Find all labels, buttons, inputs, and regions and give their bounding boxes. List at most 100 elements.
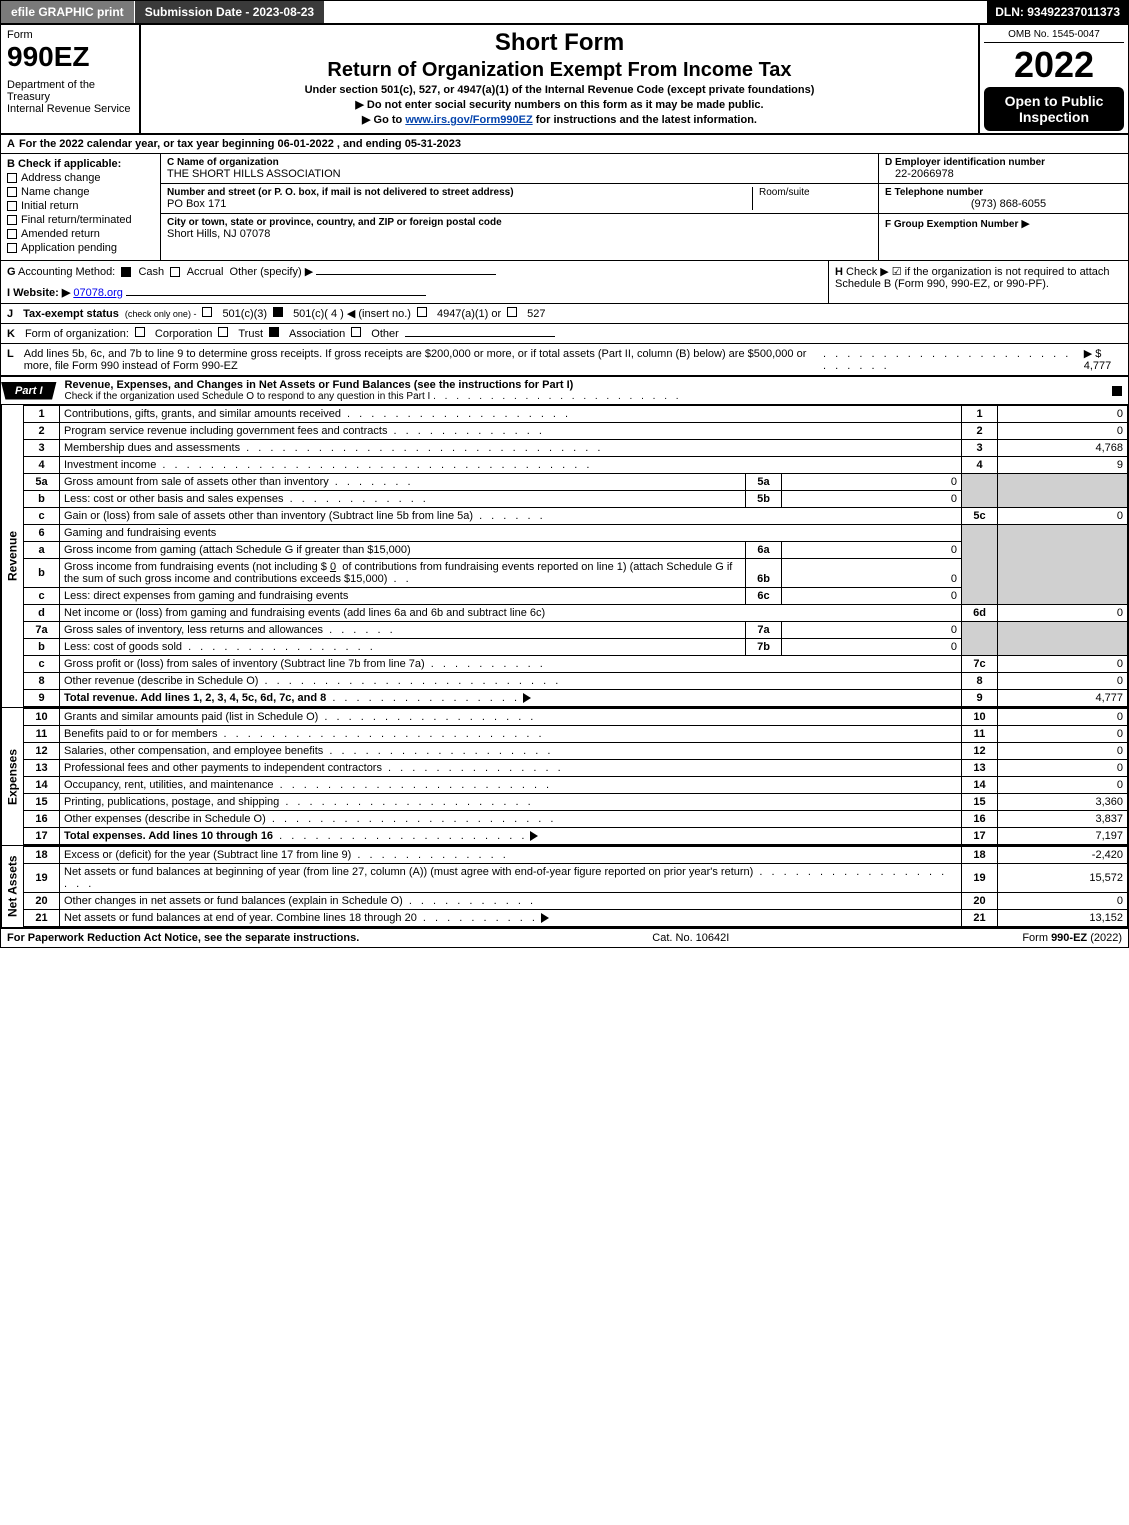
chk-501c3[interactable] [202,307,212,317]
subtitle-ssn: ▶ Do not enter social security numbers o… [149,98,970,111]
line-16: 16Other expenses (describe in Schedule O… [24,811,1128,828]
net-assets-side-label: Net Assets [1,846,23,927]
line-6: 6Gaming and fundraising events [24,525,1128,542]
net-assets-section: Net Assets 18Excess or (deficit) for the… [1,846,1128,929]
chk-amended-return[interactable]: Amended return [7,228,154,240]
form-990ez-page: efile GRAPHIC print Submission Date - 20… [0,0,1129,948]
group-exemption-arrow: ▶ [1021,218,1029,230]
line-20: 20Other changes in net assets or fund ba… [24,893,1128,910]
accrual-label: Accrual [187,266,224,278]
schedule-o-checkbox[interactable] [1112,386,1122,396]
chk-corporation[interactable] [135,327,145,337]
gross-receipts-text: Add lines 5b, 6c, and 7b to line 9 to de… [24,348,817,372]
tax-year: 2022 [984,47,1124,83]
chk-initial-return[interactable]: Initial return [7,200,154,212]
line-3: 3Membership dues and assessments . . . .… [24,440,1128,457]
other-form-underline [405,336,555,337]
ein-row: D Employer identification number 22-2066… [879,154,1128,184]
arrow-icon [541,913,549,923]
org-name-row: C Name of organization THE SHORT HILLS A… [161,154,878,184]
other-specify-input[interactable] [316,274,496,275]
phone-row: E Telephone number (973) 868-6055 [879,184,1128,214]
line-10: 10Grants and similar amounts paid (list … [24,709,1128,726]
chk-final-return[interactable]: Final return/terminated [7,214,154,226]
ein-label: D Employer identification number [885,157,1122,168]
phone-label: E Telephone number [885,187,1122,198]
line-13: 13Professional fees and other payments t… [24,760,1128,777]
chk-4947[interactable] [417,307,427,317]
chk-application-pending[interactable]: Application pending [7,242,154,254]
cat-no: Cat. No. 10642I [652,932,729,944]
net-assets-table: 18Excess or (deficit) for the year (Subt… [23,846,1128,927]
addr-value: PO Box 171 [167,198,752,210]
tax-exempt-status-label: Tax-exempt status [23,308,119,320]
cash-checkbox[interactable] [121,267,131,277]
subtitle-section: Under section 501(c), 527, or 4947(a)(1)… [149,84,970,96]
form-code: 990EZ [7,41,133,73]
revenue-side-label: Revenue [1,405,23,707]
chk-527[interactable] [507,307,517,317]
line-6d: dNet income or (loss) from gaming and fu… [24,605,1128,622]
header-right: OMB No. 1545-0047 2022 Open to Public In… [978,25,1128,133]
submission-date-button[interactable]: Submission Date - 2023-08-23 [135,1,325,23]
accounting-method-label: Accounting Method: [18,266,115,278]
check-if-applicable: Check if applicable: [18,158,121,170]
opt-501c3: 501(c)(3) [222,308,267,320]
opt-4947: 4947(a)(1) or [437,308,501,320]
letter-i: I [7,287,10,299]
subtitle-link: ▶ Go to www.irs.gov/Form990EZ for instru… [149,113,970,126]
dots: . . . . . . . . . . . . . . . . . . . . … [823,348,1078,372]
accrual-checkbox[interactable] [170,267,180,277]
efile-graphic-print-button[interactable]: efile GRAPHIC print [1,1,135,23]
arrow-icon [523,693,531,703]
goto-suffix: for instructions and the latest informat… [536,114,757,126]
opt-trust: Trust [238,328,263,340]
header-center: Short Form Return of Organization Exempt… [141,25,978,133]
irs-link[interactable]: www.irs.gov/Form990EZ [405,114,532,126]
department-label: Department of the Treasury Internal Reve… [7,79,133,115]
cash-label: Cash [138,266,164,278]
chk-association[interactable] [269,327,279,337]
letter-b: B [7,158,15,170]
form-label: Form [7,29,133,41]
addr-label: Number and street (or P. O. box, if mail… [167,187,752,198]
website-link[interactable]: 07078.org [73,287,123,299]
chk-name-change[interactable]: Name change [7,186,154,198]
open-to-public-badge: Open to Public Inspection [984,87,1124,131]
dln-label: DLN: 93492237011373 [987,1,1128,23]
group-exemption-row: F Group Exemption Number ▶ [879,214,1128,233]
org-name-label: C Name of organization [167,157,872,168]
line-1: 1Contributions, gifts, grants, and simil… [24,406,1128,423]
top-bar: efile GRAPHIC print Submission Date - 20… [1,1,1128,25]
city-label: City or town, state or province, country… [167,217,872,228]
letter-k: K [7,328,15,340]
chk-trust[interactable] [218,327,228,337]
line-21: 21Net assets or fund balances at end of … [24,910,1128,927]
paperwork-notice: For Paperwork Reduction Act Notice, see … [7,932,359,944]
part-i-title: Revenue, Expenses, and Changes in Net As… [65,379,1106,391]
accounting-method: G Accounting Method: Cash Accrual Other … [1,261,828,303]
letter-j: J [7,308,13,320]
line-5c: cGain or (loss) from sale of assets othe… [24,508,1128,525]
org-name-value: THE SHORT HILLS ASSOCIATION [167,168,872,180]
check-only-one: (check only one) - [125,309,197,319]
expenses-side-label: Expenses [1,708,23,845]
box-b: B Check if applicable: Address change Na… [1,154,161,260]
part-i-bar: Part I Revenue, Expenses, and Changes in… [1,377,1128,405]
box-d: D Employer identification number 22-2066… [878,154,1128,260]
line-7c: cGross profit or (loss) from sales of in… [24,656,1128,673]
line-7a: 7a Gross sales of inventory, less return… [24,622,1128,639]
opt-527: 527 [527,308,545,320]
line-2: 2Program service revenue including gover… [24,423,1128,440]
row-gh: G Accounting Method: Cash Accrual Other … [1,261,1128,304]
chk-address-change[interactable]: Address change [7,172,154,184]
chk-other-form[interactable] [351,327,361,337]
omb-number: OMB No. 1545-0047 [984,27,1124,43]
opt-501c: 501(c)( 4 ) ◀ (insert no.) [293,307,411,320]
schedule-b-check: H Check ▶ ☑ if the organization is not r… [828,261,1128,303]
line-5a: 5a Gross amount from sale of assets othe… [24,474,1128,491]
line-j: J Tax-exempt status (check only one) - 5… [1,304,1128,324]
ein-value: 22-2066978 [885,168,1122,180]
form-footer-label: Form 990-EZ (2022) [1022,932,1122,944]
chk-501c[interactable] [273,307,283,317]
